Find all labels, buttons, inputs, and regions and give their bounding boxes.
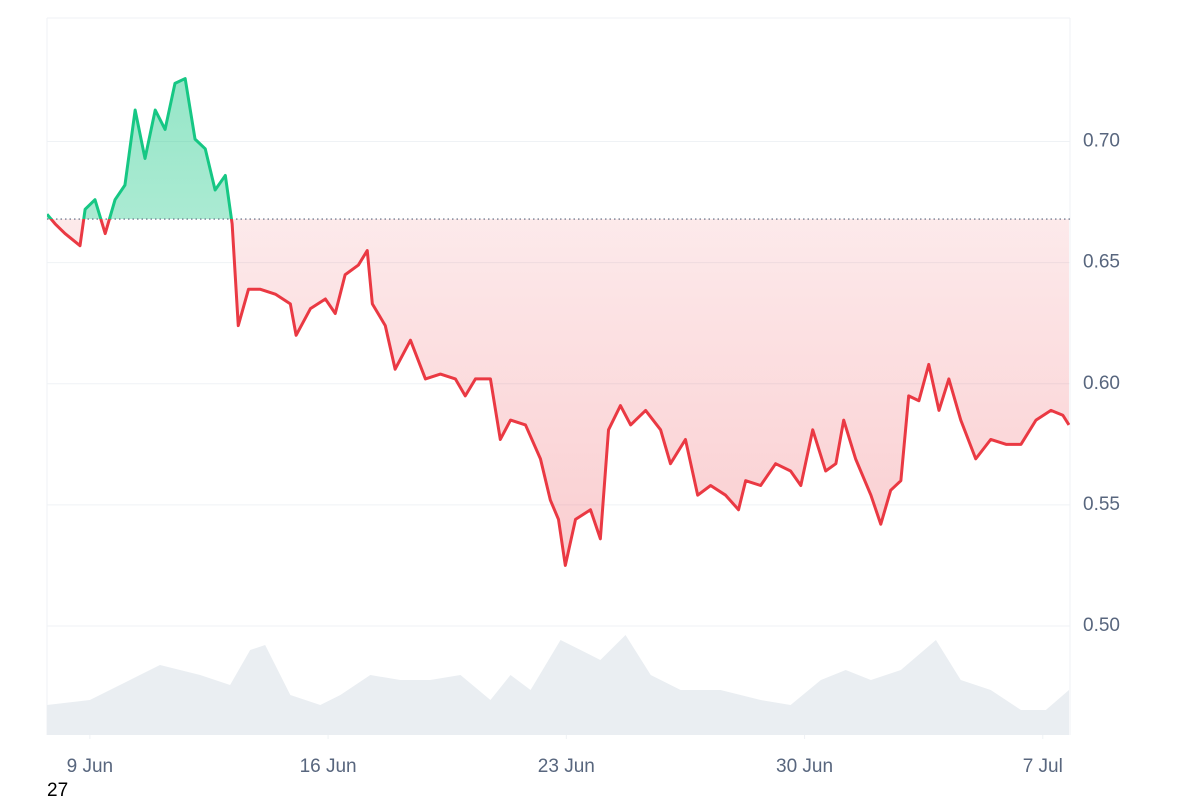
area-down bbox=[47, 219, 1069, 566]
y-tick-label: 0.55 bbox=[1083, 494, 1120, 515]
x-tick-label: 7 Jul bbox=[1023, 756, 1063, 777]
volume-area bbox=[47, 635, 1069, 735]
price-line-down bbox=[49, 219, 1070, 567]
x-tick-label: 16 Jun bbox=[300, 756, 357, 777]
x-tick-label: 23 Jun bbox=[538, 756, 595, 777]
y-tick-label: 0.70 bbox=[1083, 131, 1120, 152]
x-tick-label: 9 Jun bbox=[67, 756, 113, 777]
x-tick-label: 30 Jun bbox=[776, 756, 833, 777]
y-tick-label: 0.60 bbox=[1083, 373, 1120, 394]
area-up bbox=[47, 78, 232, 220]
price-line-up bbox=[47, 77, 233, 220]
y-tick-label: 0.65 bbox=[1083, 252, 1120, 273]
y-tick-label: 0.50 bbox=[1083, 615, 1120, 636]
footnote: 27 bbox=[47, 780, 68, 800]
